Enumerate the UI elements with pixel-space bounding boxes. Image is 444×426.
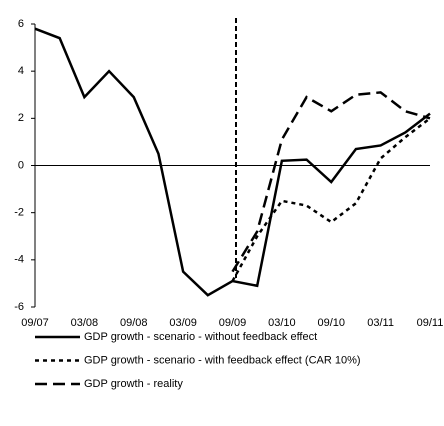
y-tick-label: -6 (14, 301, 24, 313)
x-tick-label: 09/09 (219, 317, 247, 329)
x-tick-label: 09/11 (417, 317, 444, 329)
x-tick-label: 03/11 (367, 317, 394, 329)
y-tick-label: 4 (18, 65, 24, 77)
x-tick-label: 09/07 (21, 317, 49, 329)
legend-label: GDP growth - reality (84, 378, 183, 390)
y-tick-label: -2 (14, 207, 24, 219)
series-line (231, 91, 431, 273)
x-tick-label: 09/10 (317, 317, 345, 329)
y-tick-label: 6 (18, 18, 24, 30)
y-tick-label: -4 (14, 254, 24, 266)
series-line (231, 117, 431, 282)
x-tick-label: 03/09 (169, 317, 197, 329)
legend-label: GDP growth - scenario - with feedback ef… (84, 354, 361, 366)
legend-label: GDP growth - scenario - without feedback… (84, 331, 317, 343)
y-tick-label: 0 (18, 159, 24, 171)
x-tick-label: 09/08 (120, 317, 148, 329)
x-tick-label: 03/08 (71, 317, 99, 329)
y-tick-label: 2 (18, 112, 24, 124)
x-tick-label: 03/10 (268, 317, 296, 329)
series-line (34, 27, 431, 297)
